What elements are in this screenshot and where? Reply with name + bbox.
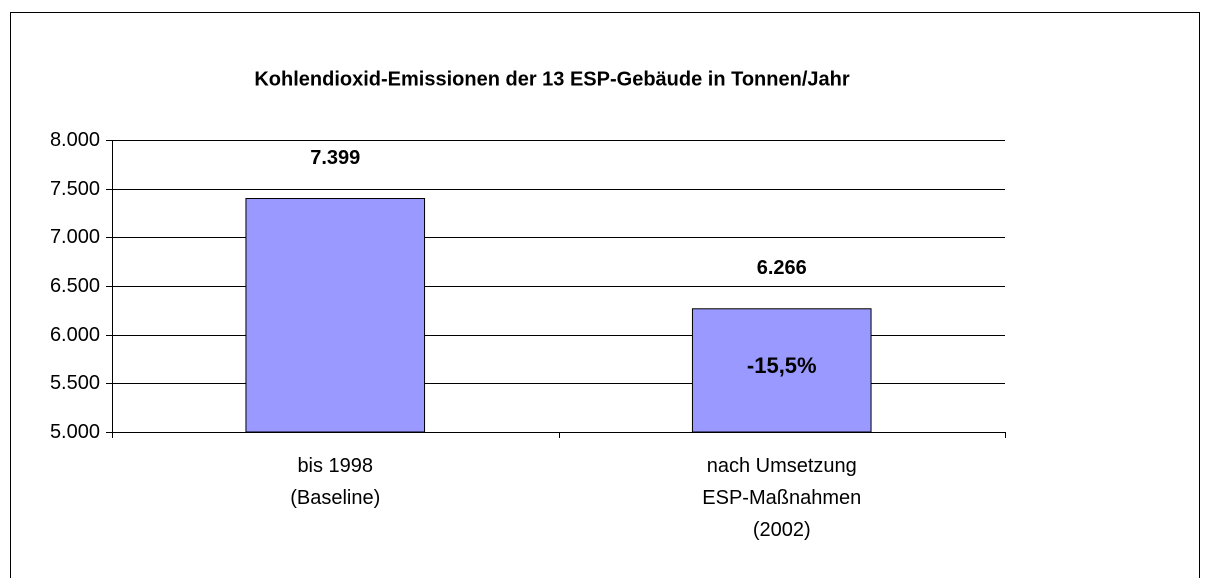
y-tick-label: 5.500 [50, 372, 100, 394]
bar [245, 197, 426, 433]
x-tick-label: bis 1998 (Baseline) [290, 455, 380, 509]
chart-border [10, 12, 1200, 578]
x-tick-label-line: bis 1998 [297, 455, 373, 477]
value-label: 6.266 [757, 257, 807, 279]
y-tick-label: 7.000 [50, 226, 100, 248]
x-tick-label-line: nach Umsetzung [707, 455, 857, 477]
value-label: 7.399 [310, 147, 360, 169]
y-tick-label: 6.500 [50, 275, 100, 297]
x-tick-label-line: (2002) [753, 519, 811, 541]
y-tick-label: 7.500 [50, 178, 100, 200]
y-tick-label: 5.000 [50, 421, 100, 443]
x-tick-label: nach Umsetzung ESP-Maßnahmen (2002) [702, 455, 861, 541]
y-tick-label: 6.000 [50, 324, 100, 346]
y-tick-label: 8.000 [50, 129, 100, 151]
x-tick-label-line: ESP-Maßnahmen [702, 487, 861, 509]
x-tick-label-line: (Baseline) [290, 487, 380, 509]
bar [691, 308, 872, 433]
chart-title: Kohlendioxid-Emissionen der 13 ESP-Gebäu… [254, 68, 850, 90]
annotation: -15,5% [747, 353, 817, 378]
